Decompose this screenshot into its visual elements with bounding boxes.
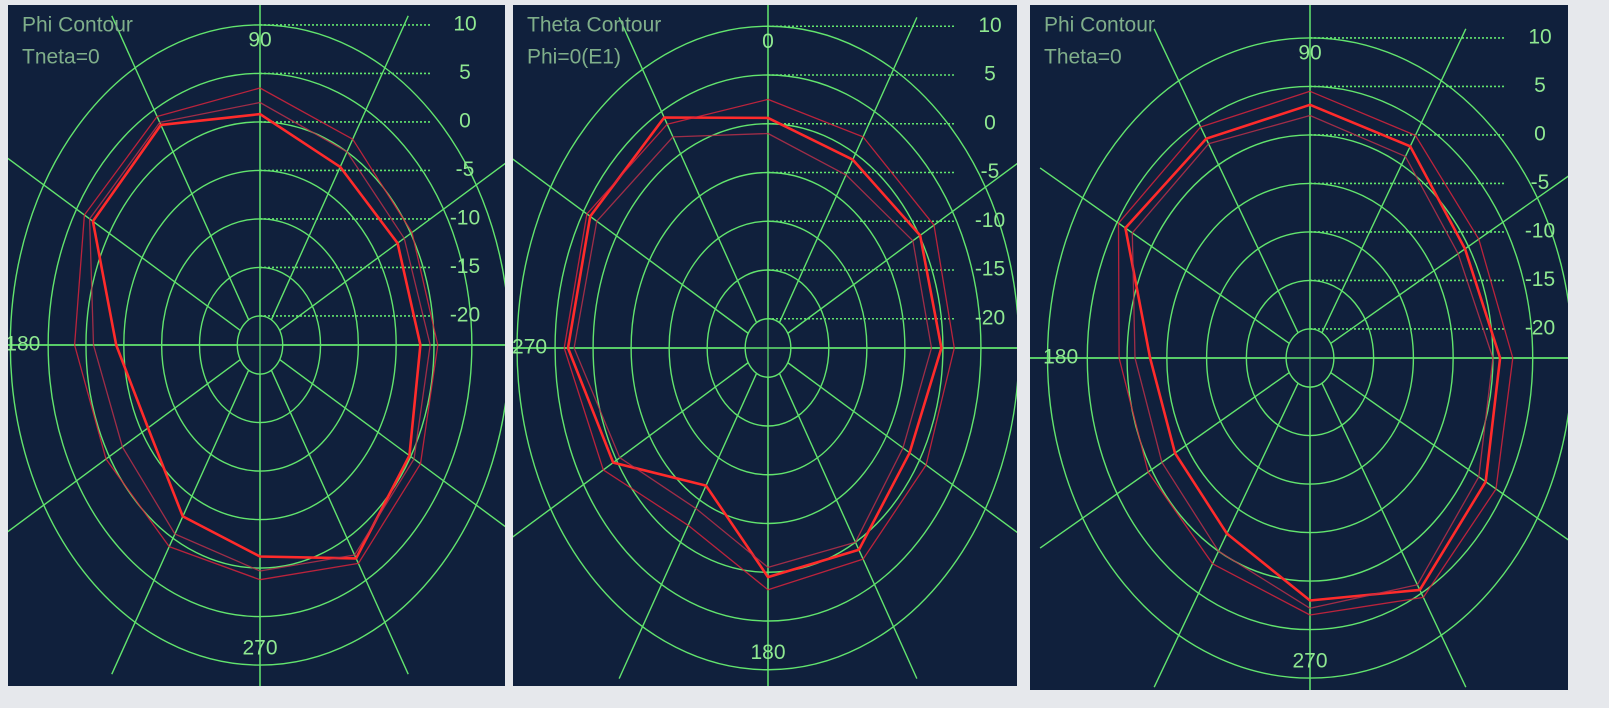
r-tick-label: 5 (984, 63, 996, 86)
r-tick-label: 10 (1528, 25, 1551, 48)
r-tick-label: 0 (984, 111, 996, 134)
chart-subtitle: Tneta=0 (22, 46, 100, 69)
contour-trace (1117, 90, 1514, 616)
theta-tick-label: 270 (242, 637, 277, 660)
contour-trace (566, 116, 943, 579)
polar-panel: 10 5 0 -5 -10 -15 -20 0 270 180 Theta Contour Phi=0… (512, 5, 1017, 686)
chart-title: Theta Contour (527, 14, 661, 37)
r-tick-label: 5 (1534, 74, 1546, 97)
r-tick-label: 5 (459, 61, 471, 84)
r-tick-label: -15 (450, 255, 480, 278)
theta-tick-label: 180 (1043, 346, 1078, 369)
contour-trace (1124, 103, 1502, 602)
spoke (1321, 28, 1467, 334)
contour-trace (88, 101, 431, 572)
r-tick-label: -10 (1525, 219, 1555, 242)
r-tick-label: -20 (1525, 316, 1555, 339)
spoke (111, 15, 250, 321)
spoke (1321, 382, 1467, 688)
spoke (111, 369, 250, 675)
spoke (1039, 167, 1290, 345)
r-tick-label: -15 (975, 258, 1005, 281)
r-tick-label: -20 (450, 303, 480, 326)
spoke (618, 17, 758, 323)
polar-panel: 10 5 0 -5 -10 -15 -20 90 180 270 Phi Contour Theta=… (1030, 5, 1568, 690)
spoke (1330, 175, 1568, 345)
chart-title: Phi Contour (22, 14, 133, 37)
theta-tick-label: 180 (750, 641, 785, 664)
r-tick-label: -10 (975, 209, 1005, 232)
r-tick-label: -10 (450, 206, 480, 229)
r-tick-label: 0 (1534, 122, 1546, 145)
theta-tick-label: 180 (5, 333, 40, 356)
theta-tick-label: 0 (762, 30, 774, 53)
r-tick-label: -15 (1525, 268, 1555, 291)
r-tick-label: 10 (453, 12, 476, 35)
theta-tick-label: 270 (1292, 650, 1327, 673)
r-tick-label: 0 (459, 109, 471, 132)
chart-title: Phi Contour (1044, 14, 1155, 37)
spoke (270, 369, 409, 675)
spoke (618, 373, 758, 679)
contour-trace (73, 87, 439, 581)
spoke (279, 358, 505, 528)
theta-tick-label: 90 (248, 28, 271, 51)
r-tick-label: -5 (981, 160, 1000, 183)
spoke (1330, 371, 1568, 541)
spoke (1153, 382, 1299, 688)
spoke (778, 373, 918, 679)
contour-trace (91, 112, 422, 560)
theta-tick-label: 270 (512, 336, 547, 359)
spoke (1039, 371, 1290, 549)
spoke (787, 162, 1017, 334)
spoke (8, 157, 241, 332)
chart-subtitle: Theta=0 (1044, 46, 1122, 69)
theta-tick-label: 90 (1298, 41, 1321, 64)
r-tick-label: -20 (975, 306, 1005, 329)
spoke (787, 362, 1017, 534)
chart-subtitle: Phi=0(E1) (527, 46, 621, 69)
r-tick-label: -5 (1531, 171, 1550, 194)
contour-trace (1131, 114, 1494, 609)
polar-panel: 10 5 0 -5 -10 -15 -20 90 180 270 Phi Contour Tneta=… (5, 5, 505, 686)
spoke (513, 362, 749, 538)
spoke (8, 358, 241, 533)
contour-trace (573, 132, 933, 569)
r-tick-label: 10 (978, 14, 1001, 37)
spoke (778, 17, 918, 323)
contour-trace (563, 98, 955, 591)
spoke (1153, 28, 1299, 334)
r-tick-label: -5 (456, 158, 475, 181)
spoke (513, 158, 749, 334)
